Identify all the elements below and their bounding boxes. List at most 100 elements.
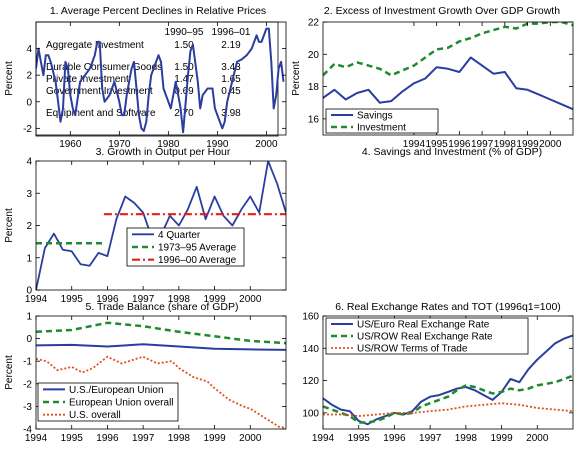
panel-2-xtick-label: 1960	[59, 139, 82, 150]
row-label-government: Government Investment	[46, 86, 153, 97]
panel-3-xtick-label: 1994	[25, 294, 48, 305]
row-val-durable-2: 3.43	[221, 62, 241, 73]
panel-5-axes-frame	[35, 315, 287, 430]
panel-6-xtick-label: 1999	[490, 433, 513, 444]
row-val-aggregate-2: 2.19	[221, 40, 241, 51]
panel-6-legend-label: US/Euro Real Exchange Rate	[357, 320, 490, 331]
panel-3-ytick-label: 3	[26, 189, 32, 200]
panel-3-xtick-label: 2000	[239, 294, 262, 305]
panel-2-ytick-label: -2	[23, 124, 32, 135]
panel-4: 4. Savings and Investment (% of GDP)1994…	[291, 18, 574, 158]
row-val-aggregate-1: 1.50	[174, 40, 194, 51]
panel-6-title: 6. Real Exchange Rates and TOT (1996q1=1…	[335, 301, 561, 313]
panel-2-xtick-label: 2000	[255, 139, 278, 150]
panel-4-ytick-label: 16	[308, 114, 320, 125]
panel-4-xtick-label: 1995	[426, 139, 449, 150]
panel-5-legend-label: U.S. overall	[69, 410, 121, 421]
panel-5-xtick-label: 1996	[96, 433, 119, 444]
panel-2-ylabel: Percent	[4, 61, 15, 96]
panel-5-legend-label: U.S./European Union	[69, 385, 164, 396]
panel-1-table: 1. Average Percent Declines in Relative …	[35, 5, 279, 137]
panel-5-series-u-s-european-union	[36, 343, 286, 351]
panel-6-legend-label: US/ROW Real Exchange Rate	[357, 332, 493, 343]
panel-4-xtick-label: 1996	[448, 139, 471, 150]
panel-6-ytick-label: 160	[302, 312, 319, 323]
panel-2-ytick-label: 0	[26, 97, 32, 108]
panel-2-ytick-label: 4	[26, 44, 32, 55]
panel-3-ylabel: Percent	[4, 208, 15, 243]
panel-6-ytick-label: 140	[302, 344, 319, 355]
row-val-equipment-2: 3.98	[221, 108, 241, 119]
panel-2-xtick-label: 1980	[157, 139, 180, 150]
panel-5-series-european-union-overall	[36, 321, 286, 345]
panel-2-xtick-label: 1990	[206, 139, 229, 150]
panel-6-xtick-label: 1994	[312, 433, 335, 444]
panel-5-ytick-label: 1	[26, 312, 32, 323]
panel-4-xtick-label: 2000	[539, 139, 562, 150]
panel-6-xtick-label: 1997	[419, 433, 442, 444]
panel-6-axes-frame	[322, 315, 574, 430]
panel-3-legend-label: 1996–00 Average	[158, 255, 237, 266]
panel-3-series-4-quarter	[36, 161, 286, 290]
row-val-government-1: 0.69	[174, 86, 194, 97]
panel-5-xtick-label: 2000	[239, 433, 262, 444]
panel-5-series-u-s-overall	[36, 355, 286, 429]
panel-2-ytick-label: 2	[26, 71, 32, 82]
panel-3-ytick-label: 4	[26, 157, 32, 168]
panel-4-ytick-label: 22	[308, 18, 320, 29]
row-label-private: Private Investment	[46, 74, 129, 85]
panel-4-series-savings	[323, 56, 573, 111]
row-val-government-2: 0.45	[221, 86, 241, 97]
col-header-1990-95: 1990–95	[165, 27, 204, 38]
col-header-1996-01: 1996–01	[212, 27, 251, 38]
panel-2-series-line	[36, 27, 285, 134]
panel-2-title: 2. Excess of Investment Growth Over GDP …	[324, 5, 560, 17]
panel-6: 6. Real Exchange Rates and TOT (1996q1=1…	[302, 301, 574, 444]
panel-4-xtick-label: 1994	[403, 139, 426, 150]
panel-5-legend-label: European Union overall	[69, 398, 174, 409]
panel-3-ytick-label: 1	[26, 253, 32, 264]
panel-6-xtick-label: 1996	[383, 433, 406, 444]
panel-2-xtick-label: 1970	[108, 139, 131, 150]
panel-3-xtick-label: 1997	[132, 294, 155, 305]
row-val-durable-1: 1.50	[174, 62, 194, 73]
panel-1-title: 1. Average Percent Declines in Relative …	[50, 5, 266, 17]
panel-3-xtick-label: 1999	[203, 294, 226, 305]
panel-5-xtick-label: 1994	[25, 433, 48, 444]
panel-4-xtick-label: 1999	[516, 139, 539, 150]
row-val-private-1: 1.47	[174, 74, 194, 85]
row-label-durable: Durable Consumer Goods	[46, 62, 162, 73]
panel-3: 3. Growth in Output per Hour 1994 1995 1996…	[4, 146, 287, 305]
panel-6-series-us-row-terms-of-trade	[323, 402, 573, 418]
panel-2-axes-frame	[35, 21, 287, 136]
panel-3-legend-label: 4 Quarter	[158, 230, 201, 241]
panel-4-series-investment	[323, 22, 573, 77]
panel-5-xtick-label: 1995	[61, 433, 84, 444]
panel-3-legend-label: 1973–95 Average	[158, 243, 237, 254]
panel-5-ytick-label: 0	[26, 334, 32, 345]
row-label-aggregate: Aggregate Investment	[46, 40, 144, 51]
panel-5-xtick-label: 1997	[132, 433, 155, 444]
panel-2: 2. Excess of Investment Growth Over GDP …	[4, 5, 560, 150]
panel-6-xtick-label: 2000	[526, 433, 549, 444]
panel-4-legend-label: Savings	[357, 111, 393, 122]
row-label-equipment: Equipment and Software	[46, 108, 156, 119]
panel-6-ytick-label: 100	[302, 408, 319, 419]
panel-4-title: 4. Savings and Investment (% of GDP)	[362, 146, 542, 158]
panel-5-ytick-label: -1	[23, 357, 32, 368]
panel-5-ytick-label: -4	[23, 425, 32, 436]
panel-5-xtick-label: 1998	[168, 433, 191, 444]
panel-3-ytick-label: 2	[26, 221, 32, 232]
panel-3-title: 3. Growth in Output per Hour	[96, 146, 231, 158]
panel-3-xtick-label: 1995	[61, 294, 84, 305]
panel-3-xtick-label: 1998	[168, 294, 191, 305]
row-val-private-2: 1.65	[221, 74, 241, 85]
panel-6-legend-box	[325, 317, 529, 355]
panel-3-xtick-label: 1996	[96, 294, 119, 305]
panel-5-xtick-label: 1999	[203, 433, 226, 444]
panel-6-xtick-label: 1995	[348, 433, 371, 444]
panel-4-ytick-label: 18	[308, 82, 320, 93]
panel-6-ytick-label: 120	[302, 376, 319, 387]
panel-4-ylabel: Percent	[291, 61, 302, 96]
